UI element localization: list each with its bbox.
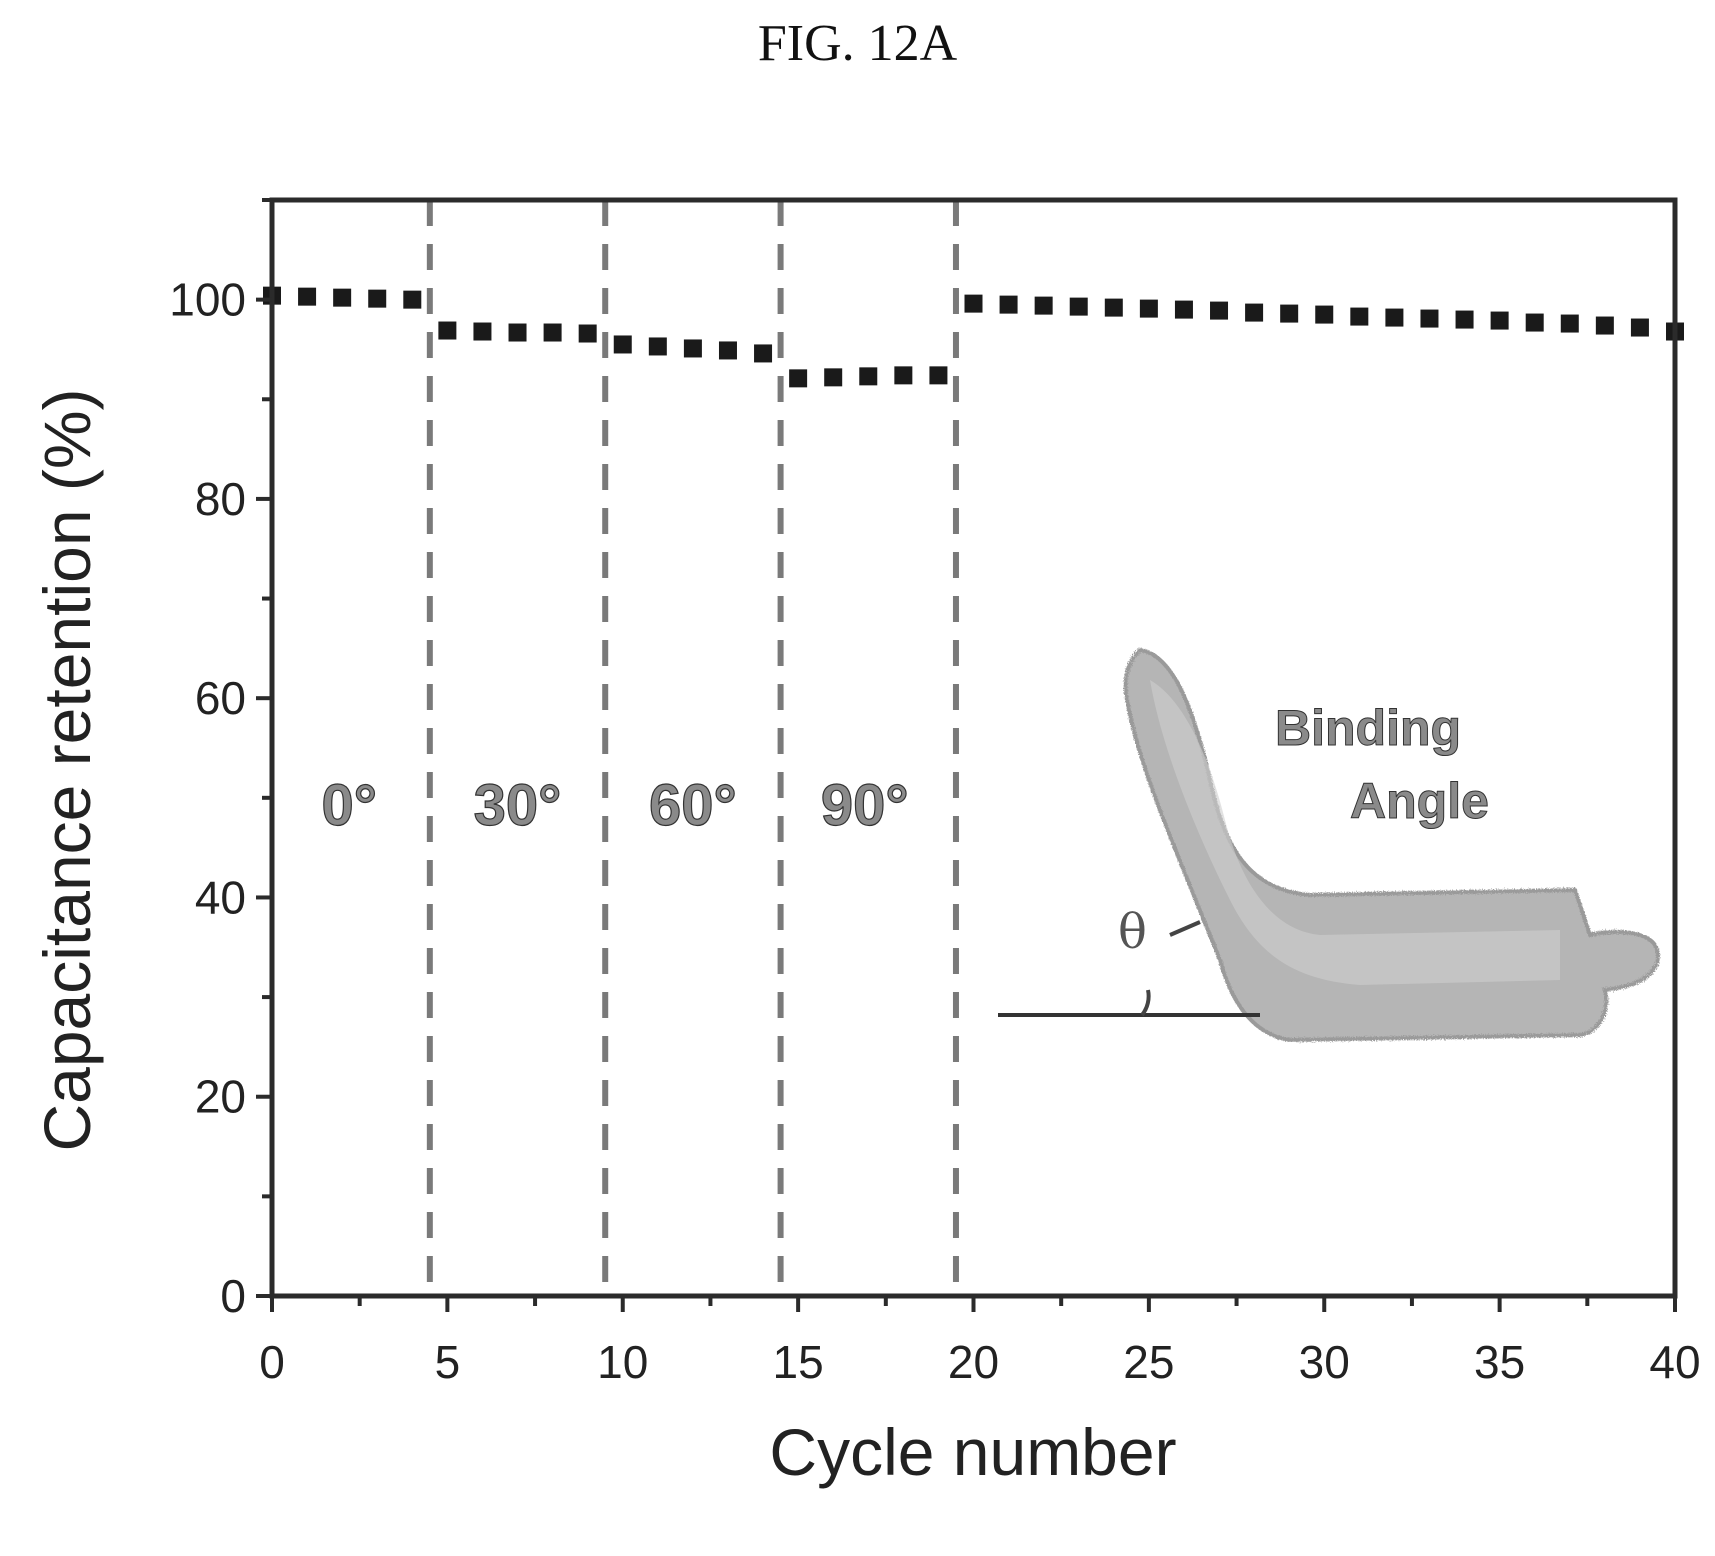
data-point-6 bbox=[473, 322, 492, 341]
data-point-7 bbox=[508, 323, 527, 342]
plot-border bbox=[269, 197, 1678, 1299]
data-point-29 bbox=[1280, 304, 1299, 323]
data-point-31 bbox=[1350, 307, 1369, 326]
inset-label-line2: Angle bbox=[1350, 773, 1489, 829]
data-point-26 bbox=[1174, 300, 1193, 319]
data-point-11 bbox=[648, 337, 667, 356]
plot-frame bbox=[269, 197, 1678, 1299]
figure-title: FIG. 12A bbox=[757, 15, 958, 72]
x-tick-label-3: 15 bbox=[773, 1336, 824, 1388]
y-tick-label-0: 0 bbox=[220, 1270, 246, 1322]
data-point-39 bbox=[1630, 318, 1649, 337]
y-tick-label-4: 80 bbox=[195, 473, 246, 525]
binding-angle-inset: θ Binding Angle bbox=[998, 647, 1660, 1043]
data-point-13 bbox=[718, 341, 737, 360]
data-point-24 bbox=[1104, 298, 1123, 317]
finger-shading bbox=[1150, 680, 1560, 985]
data-point-20 bbox=[964, 294, 983, 313]
x-tick-label-5: 25 bbox=[1123, 1336, 1174, 1388]
data-point-28 bbox=[1245, 303, 1264, 322]
x-tick-label-2: 10 bbox=[597, 1336, 648, 1388]
data-point-2 bbox=[333, 288, 352, 307]
data-point-32 bbox=[1385, 308, 1404, 327]
region-label-1: 30° bbox=[474, 773, 562, 838]
x-tick-label-7: 35 bbox=[1474, 1336, 1525, 1388]
y-tick-label-2: 40 bbox=[195, 871, 246, 923]
y-axis: 0 20 40 60 80 100 bbox=[169, 198, 272, 1322]
inset-label-line1: Binding bbox=[1275, 700, 1461, 756]
region-label-3: 90° bbox=[821, 773, 909, 838]
data-point-16 bbox=[824, 368, 843, 387]
data-point-10 bbox=[613, 335, 632, 354]
x-tick-label-6: 30 bbox=[1299, 1336, 1350, 1388]
data-point-19 bbox=[929, 366, 948, 385]
angle-arc bbox=[1140, 989, 1151, 1017]
data-points bbox=[263, 286, 1684, 388]
data-point-23 bbox=[1069, 297, 1088, 316]
data-point-5 bbox=[438, 321, 457, 340]
data-point-18 bbox=[894, 366, 913, 385]
data-point-12 bbox=[683, 339, 702, 358]
y-axis-title: Capacitance retention (%) bbox=[30, 388, 104, 1151]
x-tick-label-1: 5 bbox=[435, 1336, 461, 1388]
data-point-8 bbox=[543, 323, 562, 342]
y-tick-label-5: 100 bbox=[169, 274, 246, 326]
region-label-2: 60° bbox=[649, 773, 737, 838]
x-axis-title: Cycle number bbox=[769, 1415, 1176, 1489]
data-point-14 bbox=[754, 344, 773, 363]
data-point-27 bbox=[1210, 301, 1229, 320]
data-point-25 bbox=[1139, 299, 1158, 318]
data-point-38 bbox=[1595, 316, 1614, 335]
x-tick-label-4: 20 bbox=[948, 1336, 999, 1388]
data-point-4 bbox=[403, 290, 422, 309]
theta-symbol: θ bbox=[1118, 904, 1147, 960]
x-axis: 0 5 10 15 20 25 30 35 40 bbox=[259, 1296, 1701, 1388]
x-tick-label-0: 0 bbox=[259, 1336, 285, 1388]
data-point-33 bbox=[1420, 309, 1439, 328]
x-tick-label-8: 40 bbox=[1649, 1336, 1700, 1388]
y-tick-label-1: 20 bbox=[195, 1071, 246, 1123]
data-point-36 bbox=[1525, 313, 1544, 332]
data-point-15 bbox=[789, 369, 808, 388]
data-point-35 bbox=[1490, 311, 1509, 330]
data-point-34 bbox=[1455, 310, 1474, 329]
data-point-37 bbox=[1560, 314, 1579, 333]
angle-leader bbox=[1169, 920, 1201, 937]
data-point-30 bbox=[1315, 305, 1334, 324]
data-point-22 bbox=[1034, 296, 1053, 315]
region-dividers bbox=[426, 200, 959, 1296]
data-point-9 bbox=[578, 324, 597, 343]
y-tick-label-3: 60 bbox=[195, 672, 246, 724]
data-point-17 bbox=[859, 367, 878, 386]
region-labels: 0° 30° 60° 90° bbox=[321, 772, 909, 838]
data-point-3 bbox=[368, 289, 387, 308]
data-point-1 bbox=[298, 287, 317, 306]
data-point-21 bbox=[999, 295, 1018, 314]
region-label-0: 0° bbox=[321, 773, 376, 838]
